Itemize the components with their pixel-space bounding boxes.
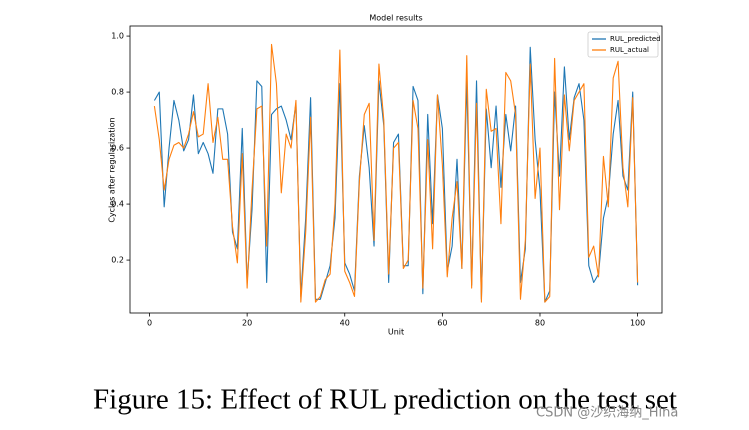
x-axis-label: Unit [388, 328, 404, 337]
watermark: CSDN @沙织海纳_Hina [536, 406, 678, 421]
legend-label: RUL_predicted [610, 35, 661, 43]
y-tick-label: 1.0 [111, 32, 124, 41]
x-tick-label: 100 [630, 319, 645, 328]
x-tick-label: 60 [437, 319, 447, 328]
legend-label: RUL_actual [610, 46, 649, 54]
y-tick-label: 0.4 [111, 200, 124, 209]
series-line [153, 46, 639, 303]
x-tick-label: 40 [340, 319, 350, 328]
x-tick-label: 0 [147, 319, 152, 328]
plot-frame [129, 25, 663, 314]
legend-box [587, 31, 659, 58]
x-tick-label: 20 [242, 319, 252, 328]
x-tick-label: 80 [535, 319, 545, 328]
y-tick-label: 0.6 [111, 144, 124, 153]
series-line [153, 43, 639, 303]
y-axis-label: Cycles after regularization [108, 117, 117, 222]
y-tick-label: 0.2 [111, 256, 124, 265]
y-tick-label: 0.8 [111, 88, 124, 97]
caption: Figure 15: Effect of RUL prediction on t… [93, 384, 677, 416]
chart-title: Model results [369, 14, 422, 23]
